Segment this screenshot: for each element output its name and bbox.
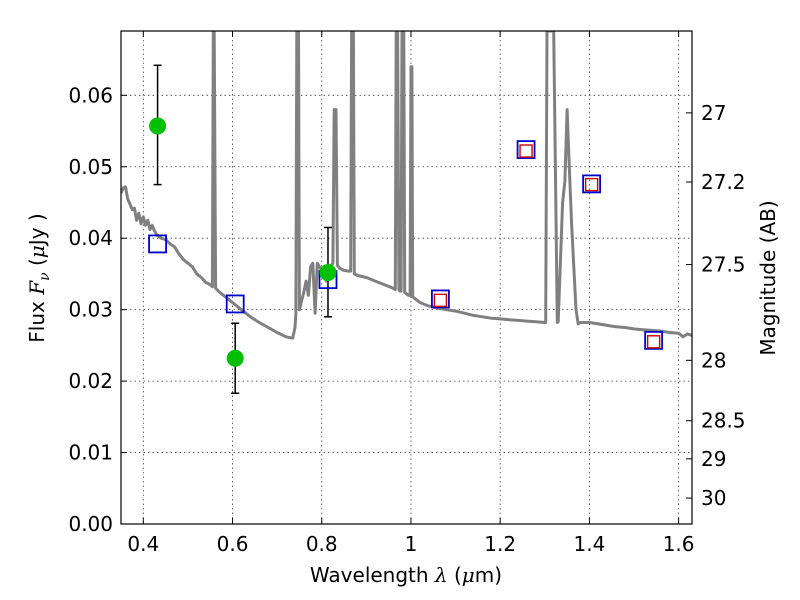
blue-square-marker xyxy=(225,294,245,314)
x-tick-label: 1.6 xyxy=(663,532,695,556)
red-square-marker xyxy=(646,335,661,349)
y2-tick-label: 30 xyxy=(701,486,726,510)
y-tick-label: 0.02 xyxy=(68,369,113,393)
y2-tick-label: 27.5 xyxy=(701,253,746,277)
blue-square-marker xyxy=(516,140,536,160)
y2-tick-label: 27.2 xyxy=(701,170,746,194)
model-photometry-red-squares xyxy=(433,144,661,349)
x-tick-label: 1 xyxy=(405,532,418,556)
x-tick-label: 1.2 xyxy=(484,532,516,556)
model-spectrum xyxy=(121,31,692,340)
blue-square-marker xyxy=(431,289,450,309)
y-tick-label: 0.03 xyxy=(68,298,113,322)
red-square-marker xyxy=(519,144,533,158)
plot-frame xyxy=(120,30,693,525)
red-square-marker xyxy=(584,177,599,192)
y-tick-label: 0.00 xyxy=(68,512,113,536)
x-tick-label: 0.4 xyxy=(127,532,159,556)
y2-tick-label: 28 xyxy=(701,348,726,372)
y-tick-label: 0.05 xyxy=(68,155,113,179)
y2-tick-label: 29 xyxy=(701,447,726,471)
y-axis-label: Flux Fν (μJy ) xyxy=(25,213,53,342)
x-ticks: 0.4 0.6 0.8 1 1.2 1.4 1.6 xyxy=(127,31,695,556)
grid xyxy=(121,31,692,524)
y2-ticks: 27 27.2 27.5 28 28.5 29 30 xyxy=(686,101,746,510)
red-square-marker xyxy=(433,293,448,308)
observed-point xyxy=(226,349,244,367)
x-tick-label: 0.6 xyxy=(217,532,249,556)
y2-tick-label: 27 xyxy=(701,101,726,125)
error-bars xyxy=(153,64,332,394)
spectrum-line xyxy=(121,31,692,340)
x-tick-label: 0.8 xyxy=(306,532,338,556)
observed-point xyxy=(149,117,167,135)
y2-tick-label: 28.5 xyxy=(701,409,746,433)
blue-square-marker xyxy=(148,234,167,254)
y2-axis-label: Magnitude (AB) xyxy=(756,200,780,355)
observed-point xyxy=(319,263,337,281)
y-tick-label: 0.01 xyxy=(68,441,113,465)
x-tick-label: 1.4 xyxy=(573,532,605,556)
blue-square-marker xyxy=(582,174,602,194)
model-photometry-blue-squares xyxy=(148,140,664,350)
y-ticks: 0.00 0.01 0.02 0.03 0.04 0.05 0.06 xyxy=(68,83,127,536)
y-tick-label: 0.06 xyxy=(68,83,113,107)
y-tick-label: 0.04 xyxy=(68,226,113,250)
x-axis-label: Wavelength λ (μm) xyxy=(310,563,502,587)
blue-square-marker xyxy=(644,330,664,350)
observed-points xyxy=(149,117,337,367)
